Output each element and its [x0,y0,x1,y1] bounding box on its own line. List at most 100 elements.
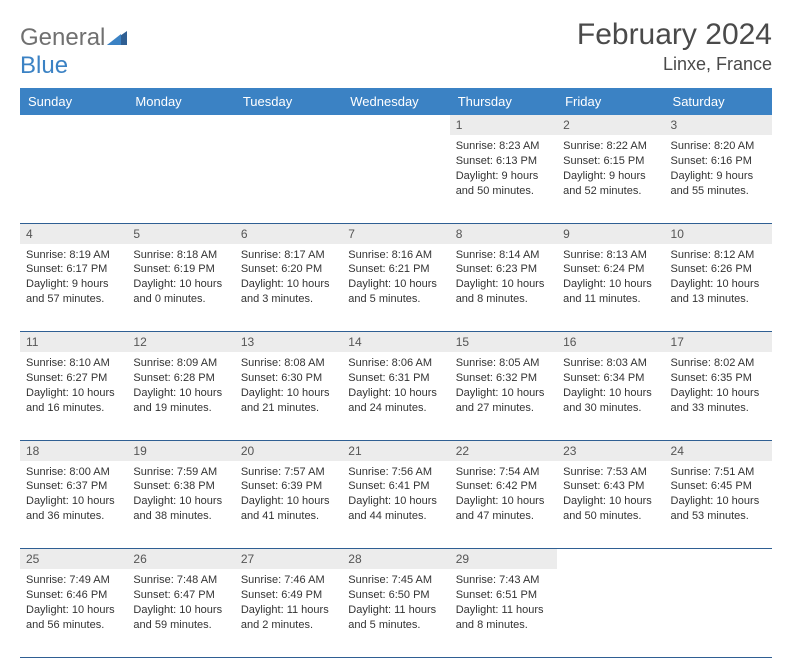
daynum-cell: 6 [235,223,342,244]
day-number: 25 [20,549,127,569]
day-number: 29 [450,549,557,569]
daynum-cell [342,115,449,135]
daynum-cell: 14 [342,332,449,353]
daynum-cell [665,549,772,570]
day-details: Sunrise: 7:48 AMSunset: 6:47 PMDaylight:… [127,569,234,638]
day-number: 10 [665,224,772,244]
daynum-cell: 29 [450,549,557,570]
day-number: 22 [450,441,557,461]
day-details: Sunrise: 7:54 AMSunset: 6:42 PMDaylight:… [450,461,557,530]
day-details: Sunrise: 7:56 AMSunset: 6:41 PMDaylight:… [342,461,449,530]
day-number: 28 [342,549,449,569]
daynum-row: 45678910 [20,223,772,244]
day-details: Sunrise: 7:59 AMSunset: 6:38 PMDaylight:… [127,461,234,530]
day-details: Sunrise: 8:09 AMSunset: 6:28 PMDaylight:… [127,352,234,421]
day-cell [127,135,234,223]
day-number [557,549,664,555]
day-cell: Sunrise: 7:57 AMSunset: 6:39 PMDaylight:… [235,461,342,549]
logo-triangle-icon [107,24,127,52]
day-details: Sunrise: 8:13 AMSunset: 6:24 PMDaylight:… [557,244,664,313]
day-cell: Sunrise: 8:06 AMSunset: 6:31 PMDaylight:… [342,352,449,440]
daynum-cell: 18 [20,440,127,461]
calendar-body: 123Sunrise: 8:23 AMSunset: 6:13 PMDaylig… [20,115,772,657]
daynum-cell: 16 [557,332,664,353]
day-number: 8 [450,224,557,244]
day-cell: Sunrise: 8:10 AMSunset: 6:27 PMDaylight:… [20,352,127,440]
daynum-cell [235,115,342,135]
day-details: Sunrise: 8:02 AMSunset: 6:35 PMDaylight:… [665,352,772,421]
day-cell [557,569,664,657]
logo-text: GeneralBlue [20,24,127,80]
day-number: 13 [235,332,342,352]
daynum-cell: 27 [235,549,342,570]
day-details: Sunrise: 8:23 AMSunset: 6:13 PMDaylight:… [450,135,557,204]
day-number: 4 [20,224,127,244]
day-cell: Sunrise: 8:20 AMSunset: 6:16 PMDaylight:… [665,135,772,223]
day-cell [235,135,342,223]
day-details: Sunrise: 8:16 AMSunset: 6:21 PMDaylight:… [342,244,449,313]
day-header: Friday [557,88,664,115]
daynum-cell: 2 [557,115,664,135]
day-cell: Sunrise: 7:49 AMSunset: 6:46 PMDaylight:… [20,569,127,657]
daynum-row: 2526272829 [20,549,772,570]
daynum-cell: 26 [127,549,234,570]
day-number: 23 [557,441,664,461]
day-cell: Sunrise: 8:12 AMSunset: 6:26 PMDaylight:… [665,244,772,332]
day-cell: Sunrise: 8:23 AMSunset: 6:13 PMDaylight:… [450,135,557,223]
day-cell: Sunrise: 8:14 AMSunset: 6:23 PMDaylight:… [450,244,557,332]
day-cell: Sunrise: 7:43 AMSunset: 6:51 PMDaylight:… [450,569,557,657]
day-cell: Sunrise: 7:51 AMSunset: 6:45 PMDaylight:… [665,461,772,549]
day-number [235,115,342,121]
day-details: Sunrise: 8:17 AMSunset: 6:20 PMDaylight:… [235,244,342,313]
day-header: Tuesday [235,88,342,115]
day-number: 9 [557,224,664,244]
day-number: 7 [342,224,449,244]
daynum-cell: 15 [450,332,557,353]
day-cell: Sunrise: 8:02 AMSunset: 6:35 PMDaylight:… [665,352,772,440]
day-cell: Sunrise: 8:05 AMSunset: 6:32 PMDaylight:… [450,352,557,440]
day-number: 27 [235,549,342,569]
daynum-cell: 11 [20,332,127,353]
logo-part2: Blue [20,52,68,79]
day-details: Sunrise: 8:18 AMSunset: 6:19 PMDaylight:… [127,244,234,313]
day-details: Sunrise: 7:46 AMSunset: 6:49 PMDaylight:… [235,569,342,638]
day-details: Sunrise: 8:20 AMSunset: 6:16 PMDaylight:… [665,135,772,204]
day-details: Sunrise: 8:06 AMSunset: 6:31 PMDaylight:… [342,352,449,421]
day-cell [665,569,772,657]
day-details: Sunrise: 8:19 AMSunset: 6:17 PMDaylight:… [20,244,127,313]
daynum-cell: 1 [450,115,557,135]
day-details: Sunrise: 8:00 AMSunset: 6:37 PMDaylight:… [20,461,127,530]
daynum-row: 11121314151617 [20,332,772,353]
calendar-head: SundayMondayTuesdayWednesdayThursdayFrid… [20,88,772,115]
day-number: 1 [450,115,557,135]
day-number: 19 [127,441,234,461]
daynum-cell: 12 [127,332,234,353]
daynum-cell: 22 [450,440,557,461]
daynum-cell: 13 [235,332,342,353]
day-cell: Sunrise: 7:53 AMSunset: 6:43 PMDaylight:… [557,461,664,549]
day-number: 21 [342,441,449,461]
day-details: Sunrise: 7:53 AMSunset: 6:43 PMDaylight:… [557,461,664,530]
day-number: 3 [665,115,772,135]
daynum-cell: 17 [665,332,772,353]
logo-part1: General [20,24,105,51]
day-header: Thursday [450,88,557,115]
calendar-table: SundayMondayTuesdayWednesdayThursdayFrid… [20,88,772,658]
daynum-cell: 23 [557,440,664,461]
day-number: 20 [235,441,342,461]
day-cell: Sunrise: 8:22 AMSunset: 6:15 PMDaylight:… [557,135,664,223]
daynum-cell: 21 [342,440,449,461]
day-number: 26 [127,549,234,569]
daynum-cell: 5 [127,223,234,244]
day-number [20,115,127,121]
day-cell [20,135,127,223]
day-header: Sunday [20,88,127,115]
day-number: 12 [127,332,234,352]
day-cell: Sunrise: 8:13 AMSunset: 6:24 PMDaylight:… [557,244,664,332]
daynum-row: 123 [20,115,772,135]
day-number: 16 [557,332,664,352]
day-cell: Sunrise: 8:16 AMSunset: 6:21 PMDaylight:… [342,244,449,332]
day-details: Sunrise: 8:05 AMSunset: 6:32 PMDaylight:… [450,352,557,421]
data-row: Sunrise: 8:19 AMSunset: 6:17 PMDaylight:… [20,244,772,332]
day-details: Sunrise: 8:08 AMSunset: 6:30 PMDaylight:… [235,352,342,421]
